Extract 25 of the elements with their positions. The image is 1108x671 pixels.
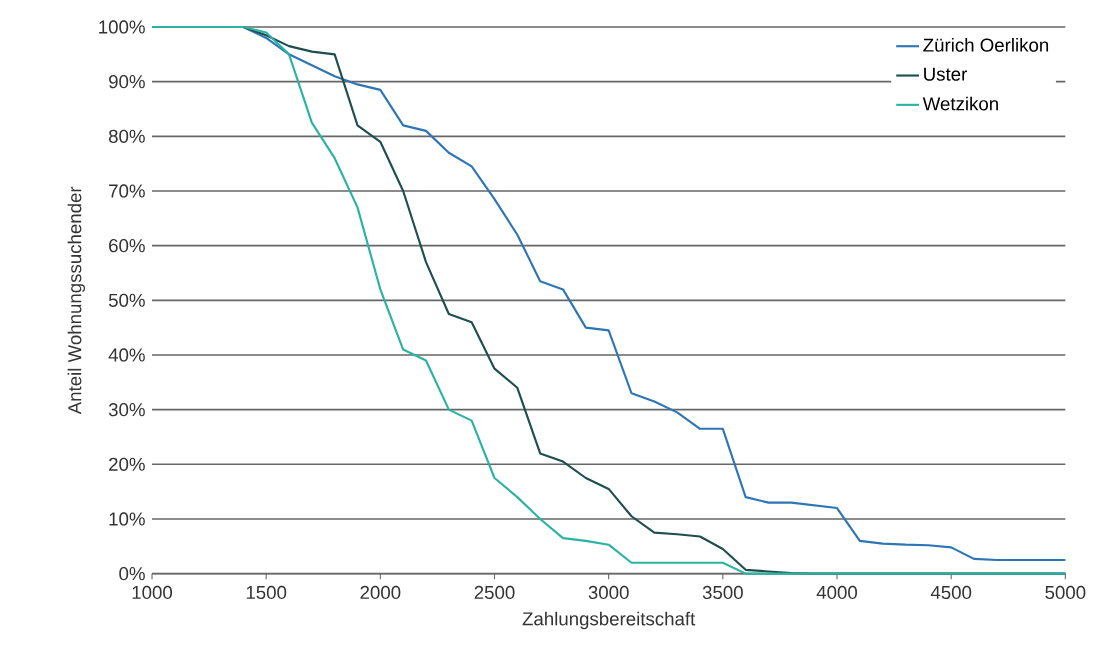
y-tick-label: 100% <box>99 20 145 34</box>
legend-label: Uster <box>924 67 968 81</box>
x-tick-label: 4000 <box>816 585 858 600</box>
legend-label: Zürich Oerlikon <box>923 38 1049 52</box>
x-tick-label: 2500 <box>474 585 515 600</box>
x-tick-label: 3000 <box>588 585 629 600</box>
y-tick-label: 80% <box>108 129 145 144</box>
x-tick-label: 1000 <box>132 585 173 600</box>
x-tick-label: 1500 <box>246 585 287 600</box>
y-tick-label: 90% <box>109 75 145 89</box>
y-tick-label: 30% <box>108 403 145 417</box>
y-tick-label: 20% <box>109 457 145 472</box>
legend-label: Wetzikon <box>922 96 998 111</box>
y-tick-label: 50% <box>108 293 145 308</box>
y-tick-label: 0% <box>119 567 145 581</box>
y-tick-label: 60% <box>109 239 145 253</box>
x-tick-label: 2000 <box>360 585 401 600</box>
y-axis-title: Anteil Wohnungssuchender <box>67 186 86 415</box>
y-tick-label: 10% <box>109 512 145 526</box>
y-tick-label: 70% <box>109 184 145 198</box>
y-tick-label: 40% <box>108 348 145 362</box>
x-tick-label: 5000 <box>1045 585 1086 600</box>
x-axis-title: Zahlungsbereitschaft <box>522 611 696 630</box>
x-tick-label: 4500 <box>930 585 972 600</box>
x-tick-label: 3500 <box>702 585 743 600</box>
